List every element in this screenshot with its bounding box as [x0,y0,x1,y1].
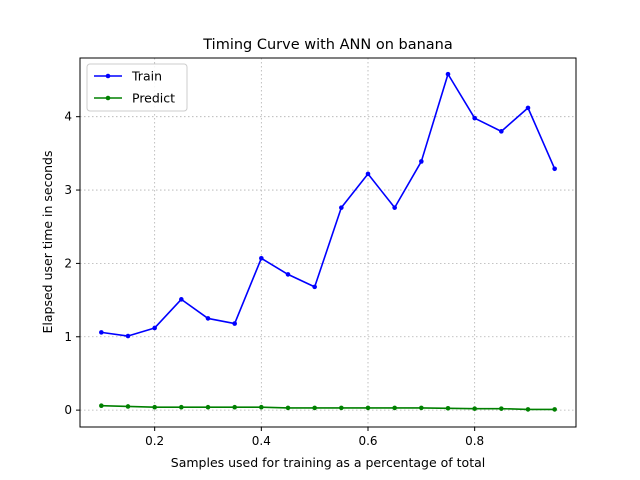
predict-legend-marker [105,95,111,101]
train-data-point [365,171,371,177]
predict-data-point [552,407,557,412]
y-tick-label: 0 [64,403,72,417]
train-data-point [392,205,397,210]
predict-data-point [179,404,184,410]
train-legend-marker [105,73,111,79]
train-data-point [472,115,477,121]
train-data-point [259,255,264,261]
predict-data-point [525,407,531,412]
predict-data-point [499,406,504,411]
train-data-point [419,159,424,164]
predict-data-point [125,404,131,409]
chart-title: Timing Curve with ANN on banana [202,37,453,53]
train-legend-label: Train [131,69,162,84]
train-data-point [499,129,504,134]
train-data-point [525,105,531,111]
train-data-point [339,205,344,210]
train-series-line [101,73,556,337]
train-data-point [152,325,157,331]
plot-series [99,71,557,412]
predict-data-point [365,405,371,411]
predict-data-point [445,405,451,411]
y-tick-label: 4 [64,110,72,124]
predict-data-point [259,404,264,410]
x-tick-label: 0.6 [358,434,377,448]
x-tick-label: 0.8 [465,434,484,448]
predict-data-point [152,404,157,410]
predict-data-point [472,406,477,411]
predict-legend-label: Predict [132,91,175,106]
predict-data-point [285,405,291,411]
train-data-point [285,272,291,277]
predict-data-point [339,405,344,411]
legend: Train Predict [86,63,188,112]
predict-data-point [205,404,211,410]
train-data-point [205,316,211,321]
plot-frame [79,57,577,428]
predict-data-point [419,405,424,411]
train-data-point [99,330,104,335]
y-tick-label: 2 [64,256,72,270]
y-axis-label: Elapsed user time in seconds [40,151,55,334]
predict-data-point [99,403,104,409]
train-data-point [232,321,237,326]
train-data-point [312,284,317,290]
x-axis-label: Samples used for training as a percentag… [171,455,485,470]
axis-ticks: 0.2 0.4 0.6 0.8 0 1 2 3 4 [64,110,484,448]
y-tick-label: 3 [64,183,72,197]
train-data-point [445,71,451,77]
predict-series-line [101,404,555,411]
predict-data-point [312,405,317,411]
x-tick-label: 0.4 [252,434,271,448]
predict-data-point [232,404,237,410]
train-data-point [179,297,184,302]
x-tick-label: 0.2 [145,434,164,448]
y-tick-label: 1 [64,330,72,344]
train-data-point [552,166,557,172]
predict-data-point [392,405,397,411]
train-data-point [125,333,131,339]
